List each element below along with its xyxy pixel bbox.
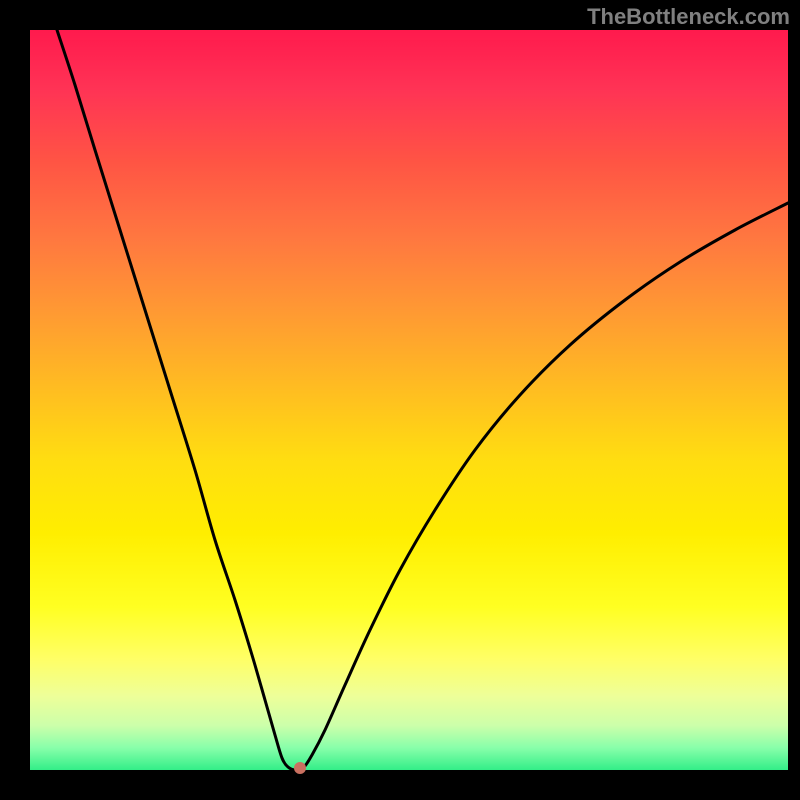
watermark-text: TheBottleneck.com: [587, 4, 790, 30]
plot-gradient-area: [30, 30, 788, 770]
minimum-marker: [294, 762, 306, 774]
chart-container: TheBottleneck.com: [0, 0, 800, 800]
